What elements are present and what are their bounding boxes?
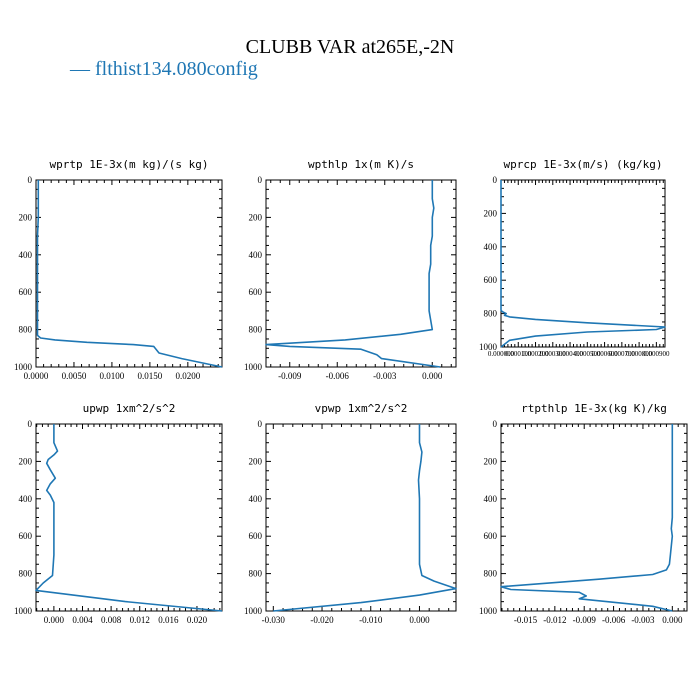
y-tick-label: 400: [19, 250, 33, 260]
y-tick-label: 800: [19, 325, 33, 335]
chart-title: CLUBB VAR at265E,-2N: [245, 36, 455, 58]
series-line: [500, 180, 666, 348]
plot-frame: [35, 179, 223, 368]
series-line: [35, 424, 223, 612]
y-tick-label: 1000: [244, 362, 263, 372]
x-tick-label: 0.000100: [505, 350, 532, 358]
x-tick-label: 0.008: [101, 615, 122, 625]
plot-frame: [35, 423, 223, 612]
panel-2: wpthlp 1x(m K)/s 0 200 400 600 800 1000 -0.009 -…: [244, 158, 457, 381]
y-tick-label: 800: [249, 325, 263, 335]
x-tick-label: 0.004: [72, 615, 93, 625]
y-tick-label: 400: [484, 242, 498, 252]
y-tick-label: 800: [249, 569, 263, 579]
x-tick-label: 0.012: [130, 615, 150, 625]
panel-title: vpwp 1xm^2/s^2: [315, 402, 408, 415]
x-tick-label: 0.020: [187, 615, 208, 625]
x-tick-label: 0.000600: [591, 350, 618, 358]
series-line: [273, 424, 457, 612]
y-tick-label: 400: [19, 494, 33, 504]
panel-title: wpthlp 1x(m K)/s: [308, 158, 414, 171]
legend-line-symbol: —: [70, 58, 90, 80]
x-tick-label: -0.010: [359, 615, 383, 625]
y-tick-label: 800: [19, 569, 33, 579]
y-tick-label: 600: [249, 287, 263, 297]
y-tick-label: 1000: [14, 362, 33, 372]
panel-title: wprtp 1E-3x(m kg)/(s kg): [50, 158, 209, 171]
panel-5: vpwp 1xm^2/s^2 0 200 400 600 800 1000-0.030 -0.…: [244, 402, 457, 625]
x-tick-label: 0.000: [662, 615, 683, 625]
y-tick-label: 800: [484, 569, 498, 579]
y-tick-label: 1000: [14, 606, 33, 616]
x-tick-label: -0.009: [573, 615, 597, 625]
x-tick-label: 0.0150: [138, 371, 163, 381]
y-tick-label: 600: [484, 531, 498, 541]
x-tick-label: 0.0100: [100, 371, 125, 381]
y-tick-label: 200: [484, 208, 498, 218]
x-tick-label: 0.000: [44, 615, 65, 625]
y-tick-label: 200: [484, 456, 498, 466]
x-tick-label: -0.012: [543, 615, 566, 625]
panel-3: wprcp 1E-3x(m/s) (kg/kg) 0 200 400 600 800 100…: [479, 158, 670, 358]
x-tick-label: 0.0050: [62, 371, 87, 381]
x-tick-label: 0.000300: [540, 350, 567, 358]
y-tick-label: 0: [258, 175, 263, 185]
y-tick-label: 0: [258, 419, 263, 429]
x-tick-label: 0.0200: [175, 371, 200, 381]
y-tick-label: 200: [249, 212, 263, 222]
x-tick-label: 0.000900: [643, 350, 670, 358]
y-tick-label: 200: [19, 456, 33, 466]
x-tick-label: -0.003: [373, 371, 397, 381]
series-line: [36, 180, 223, 368]
panel-6: rtpthlp 1E-3x(kg K)/kg 0 200 400 600 800 1000 -…: [479, 402, 688, 625]
x-tick-label: -0.003: [631, 615, 655, 625]
y-tick-label: 0: [493, 419, 498, 429]
y-tick-label: 0: [28, 175, 33, 185]
legend: — flthist134.080config: [70, 58, 258, 81]
y-tick-label: 600: [19, 287, 33, 297]
y-tick-label: 200: [19, 212, 33, 222]
x-tick-label: 0.000000: [488, 350, 515, 358]
x-tick-label: 0.000: [422, 371, 443, 381]
x-tick-label: 0.000500: [574, 350, 601, 358]
plot-frame: [500, 423, 688, 612]
y-tick-label: 1000: [479, 606, 498, 616]
panel-title: wprcp 1E-3x(m/s) (kg/kg): [504, 158, 663, 171]
x-tick-label: -0.006: [602, 615, 626, 625]
y-tick-label: 1000: [479, 342, 498, 352]
panel-4: upwp 1xm^2/s^2 0 200 400 600 800 1000 0.000 0.00…: [14, 402, 223, 625]
y-tick-label: 400: [249, 494, 263, 504]
panel-1: wprtp 1E-3x(m kg)/(s kg) 0 200 400 600 800 100…: [14, 158, 223, 381]
panel-title: upwp 1xm^2/s^2: [83, 402, 176, 415]
y-tick-label: 800: [484, 309, 498, 319]
y-tick-label: 600: [249, 531, 263, 541]
y-tick-label: 0: [28, 419, 33, 429]
x-tick-label: -0.009: [278, 371, 302, 381]
series-line: [500, 424, 674, 612]
series-line: [265, 180, 441, 368]
x-tick-label: -0.020: [310, 615, 334, 625]
y-tick-label: 0: [493, 175, 498, 185]
x-tick-label: -0.030: [262, 615, 286, 625]
y-tick-label: 200: [249, 456, 263, 466]
y-tick-label: 400: [484, 494, 498, 504]
y-tick-label: 600: [484, 275, 498, 285]
plot-frame: [265, 423, 457, 612]
y-tick-label: 600: [19, 531, 33, 541]
x-tick-label: -0.006: [326, 371, 350, 381]
x-tick-label: 0.000: [409, 615, 430, 625]
legend-label: flthist134.080config: [95, 58, 258, 80]
x-tick-label: 0.016: [158, 615, 179, 625]
y-tick-label: 1000: [244, 606, 263, 616]
panel-title: rtpthlp 1E-3x(kg K)/kg: [521, 402, 667, 415]
x-tick-label: 0.000700: [609, 350, 636, 358]
x-tick-label: 0.000200: [522, 350, 549, 358]
x-tick-label: -0.015: [514, 615, 538, 625]
y-tick-label: 400: [249, 250, 263, 260]
x-tick-label: 0.000400: [557, 350, 584, 358]
x-tick-label: 0.000800: [626, 350, 653, 358]
x-tick-label: 0.0000: [24, 371, 49, 381]
